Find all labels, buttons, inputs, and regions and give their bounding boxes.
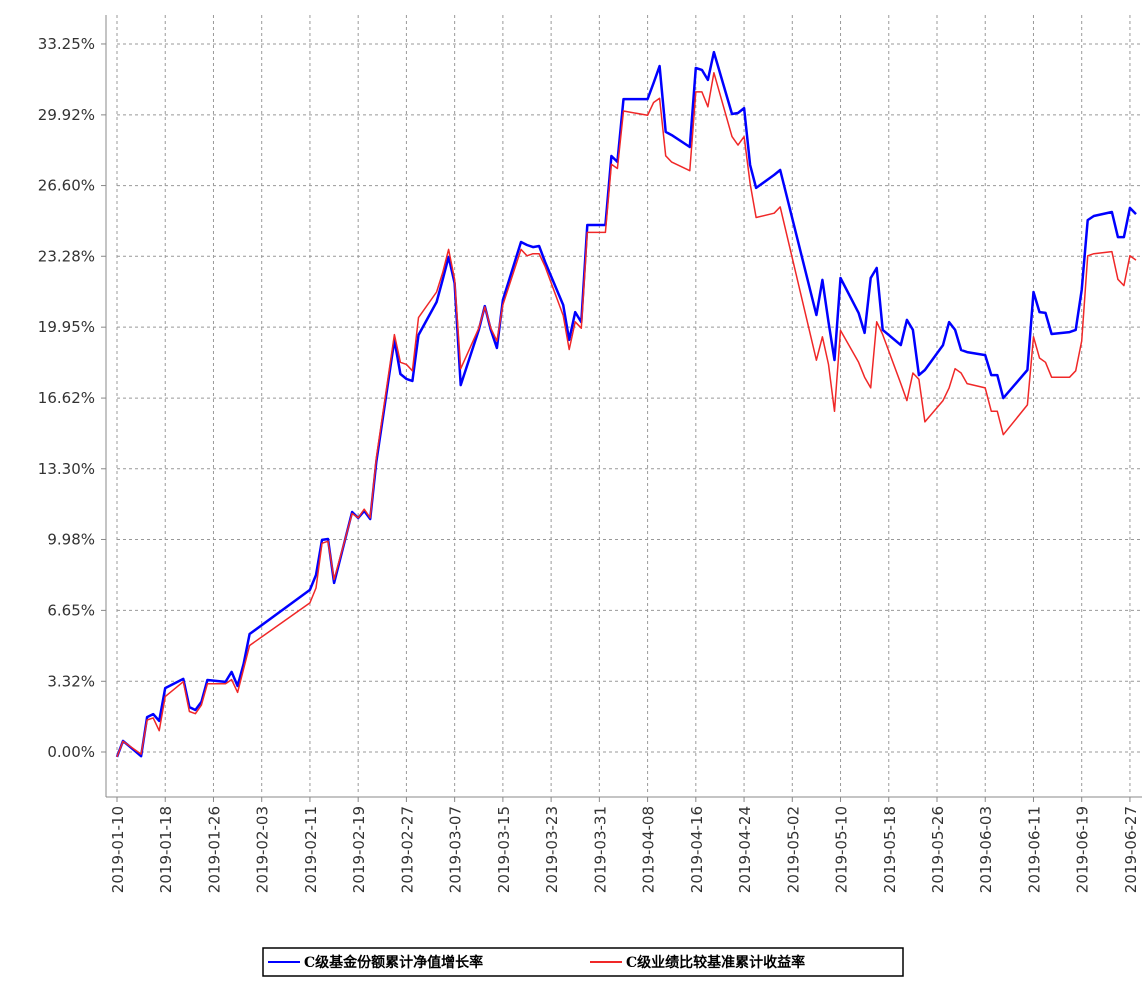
y-tick-label: 0.00% (47, 743, 95, 761)
y-tick-label: 9.98% (47, 530, 95, 548)
x-tick-label: 2019-05-18 (881, 806, 899, 893)
x-tick-label: 2019-06-11 (1025, 806, 1043, 893)
x-tick-label: 2019-03-07 (447, 806, 465, 893)
x-tick-label: 2019-06-27 (1122, 806, 1140, 893)
x-tick-label: 2019-02-03 (254, 806, 272, 893)
y-tick-label: 33.25% (38, 35, 95, 53)
x-tick-label: 2019-03-31 (591, 806, 609, 893)
legend-box (262, 947, 904, 977)
y-tick-label: 3.32% (47, 672, 95, 690)
y-tick-label: 19.95% (38, 318, 95, 336)
x-tick-label: 2019-04-16 (688, 806, 706, 893)
x-tick-label: 2019-05-02 (784, 806, 802, 893)
x-tick-label: 2019-06-19 (1074, 806, 1092, 893)
y-tick-label: 6.65% (47, 601, 95, 619)
x-tick-label: 2019-01-26 (205, 806, 223, 893)
x-tick-label: 2019-04-08 (640, 806, 658, 893)
y-tick-label: 23.28% (38, 247, 95, 265)
x-tick-label: 2019-02-11 (302, 806, 320, 893)
x-tick-label: 2019-04-24 (736, 806, 754, 893)
y-tick-label: 26.60% (38, 177, 95, 195)
y-tick-label: 16.62% (38, 389, 95, 407)
legend-label: C级基金份额累计净值增长率 (304, 954, 483, 971)
x-tick-label: 2019-06-03 (977, 806, 995, 893)
x-tick-label: 2019-05-10 (833, 806, 851, 893)
legend-label: C级业绩比较基准累计收益率 (626, 954, 805, 971)
y-tick-label: 29.92% (38, 106, 95, 124)
x-tick-label: 2019-01-10 (109, 806, 127, 893)
series-line (116, 71, 1137, 758)
x-tick-label: 2019-05-26 (929, 806, 947, 893)
y-tick-label: 13.30% (38, 460, 95, 478)
x-tick-label: 2019-03-15 (495, 806, 513, 893)
x-tick-label: 2019-03-23 (543, 806, 561, 893)
x-tick-label: 2019-02-19 (350, 806, 368, 893)
series-line (115, 50, 1137, 758)
x-tick-label: 2019-01-18 (157, 806, 175, 893)
x-tick-label: 2019-02-27 (398, 806, 416, 893)
